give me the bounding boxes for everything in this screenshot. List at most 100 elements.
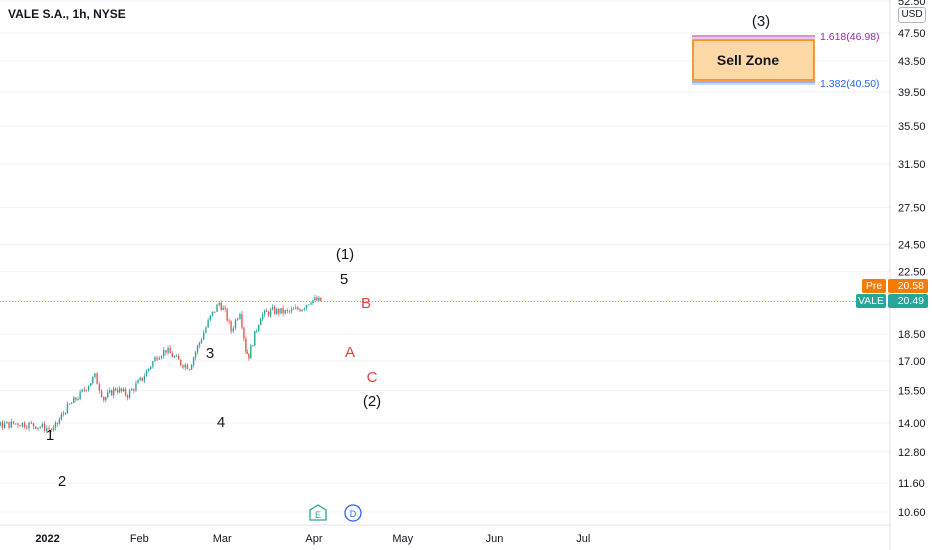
wave-label-primary-2[interactable]: (2) xyxy=(363,393,381,410)
candle-body xyxy=(62,413,65,415)
candle-body xyxy=(167,347,169,353)
wave-label-4[interactable]: 4 xyxy=(217,414,225,431)
candle-body xyxy=(94,373,96,378)
candle-body xyxy=(137,380,139,384)
candle-body xyxy=(135,383,137,391)
wave-label-b[interactable]: B xyxy=(361,295,371,312)
candle-body xyxy=(259,318,262,326)
candle-body xyxy=(54,422,57,428)
candle-body xyxy=(276,308,278,314)
candle-body xyxy=(156,357,158,360)
price-tick-label: 47.50 xyxy=(898,28,926,40)
candle-body xyxy=(124,389,127,396)
wave-label-c[interactable]: C xyxy=(367,369,378,386)
candle-body xyxy=(35,426,37,429)
candle-body xyxy=(175,355,178,357)
fib-1382-label: 1.382(40.50) xyxy=(820,78,880,90)
wave-label-a[interactable]: A xyxy=(345,344,355,361)
candle-body xyxy=(218,302,220,305)
candle-body xyxy=(1,422,4,428)
time-tick-label: Feb xyxy=(130,533,149,545)
candle-body xyxy=(278,308,280,314)
candle-body xyxy=(75,397,77,400)
candle-body xyxy=(228,320,230,322)
svg-text:E: E xyxy=(315,510,321,520)
candle-body xyxy=(305,304,308,309)
fib-1618-label: 1.618(46.98) xyxy=(820,31,880,43)
candle-body xyxy=(89,383,92,387)
candle-body xyxy=(139,377,141,381)
candle-body xyxy=(198,342,201,346)
chart-title: VALE S.A., 1h, NYSE xyxy=(8,7,126,21)
candle-body xyxy=(290,309,293,312)
candle-body xyxy=(173,356,176,358)
time-axis[interactable]: Dec2022FebMarAprMayJunJul xyxy=(0,533,590,545)
dividend-event-icon[interactable]: D xyxy=(344,504,362,522)
candle-body xyxy=(120,388,123,391)
price-tick-label: 43.50 xyxy=(898,56,926,68)
candle-body xyxy=(280,308,282,314)
price-axis[interactable]: 52.50 47.50 43.50 39.50 35.50 31.50 27.50 24.50… xyxy=(898,0,926,519)
last-price-symbol-tag: VALE xyxy=(856,294,886,308)
candle-body xyxy=(263,310,266,315)
candle-body xyxy=(143,376,146,381)
candle-body xyxy=(209,315,212,321)
candle-body xyxy=(265,310,268,312)
candle-body xyxy=(39,427,41,428)
candle-body xyxy=(32,423,35,427)
candle-body xyxy=(141,377,143,381)
time-tick-label: 2022 xyxy=(35,533,59,545)
wave-label-3[interactable]: 3 xyxy=(206,345,214,362)
candle-body xyxy=(186,364,189,370)
candle-body xyxy=(234,319,237,329)
wave-label-5[interactable]: 5 xyxy=(340,271,348,288)
candle-body xyxy=(171,353,174,358)
wave-label-2[interactable]: 2 xyxy=(58,473,66,490)
candles xyxy=(0,294,322,433)
candle-body xyxy=(267,311,270,316)
candle-body xyxy=(194,352,197,358)
wave-label-primary-1[interactable]: (1) xyxy=(336,246,354,263)
wave-label-1[interactable]: 1 xyxy=(46,427,54,444)
candle-body xyxy=(180,359,182,366)
candle-body xyxy=(200,339,203,343)
candle-body xyxy=(245,338,247,353)
candle-body xyxy=(243,327,245,339)
time-tick-label: Mar xyxy=(213,533,232,545)
candle-body xyxy=(295,307,297,309)
candle-body xyxy=(241,314,243,328)
candle-body xyxy=(8,421,10,428)
candle-body xyxy=(256,330,258,332)
candle-body xyxy=(258,325,260,331)
wave-label-primary-3[interactable]: (3) xyxy=(752,13,770,30)
currency-badge[interactable]: USD xyxy=(898,7,926,23)
candle-body xyxy=(147,368,150,371)
candle-body xyxy=(184,364,186,368)
candle-body xyxy=(30,422,32,424)
candle-body xyxy=(103,397,105,401)
candle-body xyxy=(314,297,316,300)
candle-body xyxy=(85,390,88,391)
candle-body xyxy=(150,366,152,369)
candle-body xyxy=(43,423,46,431)
candle-body xyxy=(163,350,165,357)
candle-body xyxy=(182,365,184,368)
candle-body xyxy=(19,425,21,427)
price-tick-label: 10.60 xyxy=(898,507,926,519)
candle-body xyxy=(21,422,24,427)
sell-zone-box[interactable] xyxy=(692,39,815,81)
candle-body xyxy=(12,421,15,424)
price-tick-label: 18.50 xyxy=(898,329,926,341)
candle-body xyxy=(252,345,254,347)
price-tick-label: 12.80 xyxy=(898,447,926,459)
candle-body xyxy=(128,390,131,398)
candle-body xyxy=(3,423,6,428)
time-tick-label: Jun xyxy=(486,533,504,545)
svg-text:D: D xyxy=(350,509,357,519)
candle-body xyxy=(190,364,193,370)
candle-body xyxy=(70,403,73,404)
earnings-event-icon[interactable]: E xyxy=(309,504,327,521)
candle-body xyxy=(66,403,69,414)
candle-body xyxy=(126,395,129,398)
